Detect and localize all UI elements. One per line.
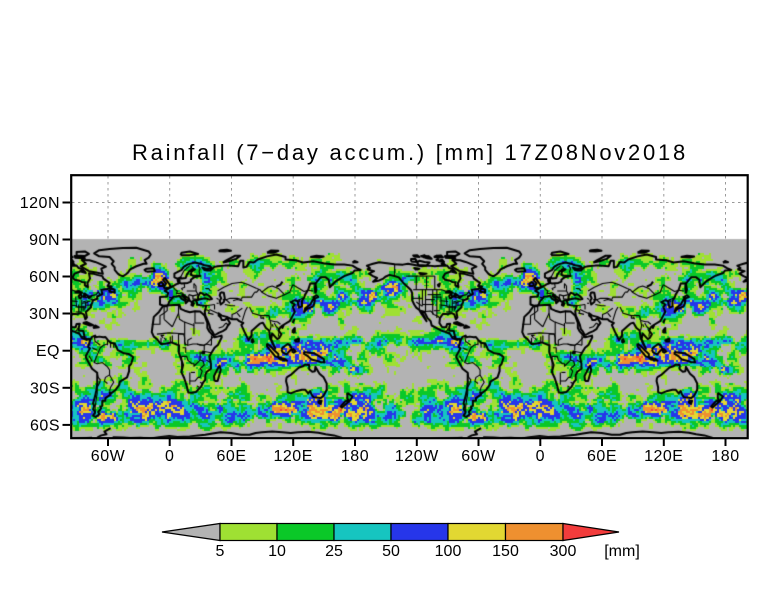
svg-text:180: 180 [711,448,739,465]
svg-text:100: 100 [435,543,462,560]
svg-text:120E: 120E [274,448,313,465]
svg-text:5: 5 [216,543,225,560]
svg-text:150: 150 [492,543,519,560]
svg-text:120E: 120E [644,448,683,465]
svg-text:120W: 120W [395,448,439,465]
svg-text:180: 180 [341,448,369,465]
svg-text:30N: 30N [29,306,60,323]
svg-text:30S: 30S [30,380,60,397]
svg-text:60E: 60E [217,448,247,465]
svg-text:60N: 60N [29,269,60,286]
svg-text:EQ: EQ [36,343,60,360]
svg-text:0: 0 [536,448,545,465]
svg-text:[mm]: [mm] [604,543,640,560]
svg-text:60E: 60E [587,448,617,465]
svg-text:60S: 60S [30,417,60,434]
svg-text:90N: 90N [29,232,60,249]
svg-text:10: 10 [268,543,286,560]
svg-text:300: 300 [550,543,577,560]
svg-text:120N: 120N [20,195,60,212]
svg-text:60W: 60W [91,448,126,465]
svg-text:50: 50 [382,543,400,560]
svg-text:0: 0 [165,448,174,465]
svg-text:25: 25 [325,543,343,560]
svg-text:60W: 60W [461,448,496,465]
